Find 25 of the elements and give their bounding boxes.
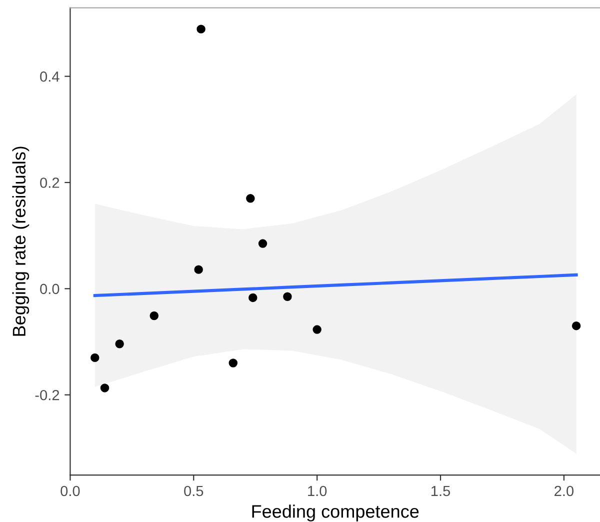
point	[312, 325, 322, 334]
point	[115, 340, 124, 348]
point	[246, 194, 255, 203]
point	[150, 311, 159, 320]
point	[228, 358, 238, 368]
x-tick-label: 1.5	[431, 486, 450, 496]
y-tick-label: 0.2	[40, 178, 60, 188]
point	[196, 24, 206, 34]
y-tick-label: -0.2	[35, 390, 60, 400]
x-tick-label: 1.0	[308, 486, 327, 496]
point	[248, 293, 258, 302]
y-tick-label: 0.0	[40, 284, 60, 294]
point	[90, 353, 100, 362]
line-series	[93, 273, 578, 298]
x-tick-label: 2.0	[554, 486, 574, 496]
point	[572, 321, 581, 330]
point	[258, 239, 268, 248]
x-tick-label: 0.5	[184, 486, 204, 496]
y-tick-label: 0.4	[40, 71, 60, 82]
x-tick-label: 0.0	[60, 486, 80, 496]
y-axis-title: Begging rate (residuals)	[12, 146, 30, 336]
point	[283, 292, 292, 302]
point	[194, 265, 203, 274]
point	[100, 384, 110, 392]
x-axis-title: Feeding competence	[252, 504, 419, 522]
